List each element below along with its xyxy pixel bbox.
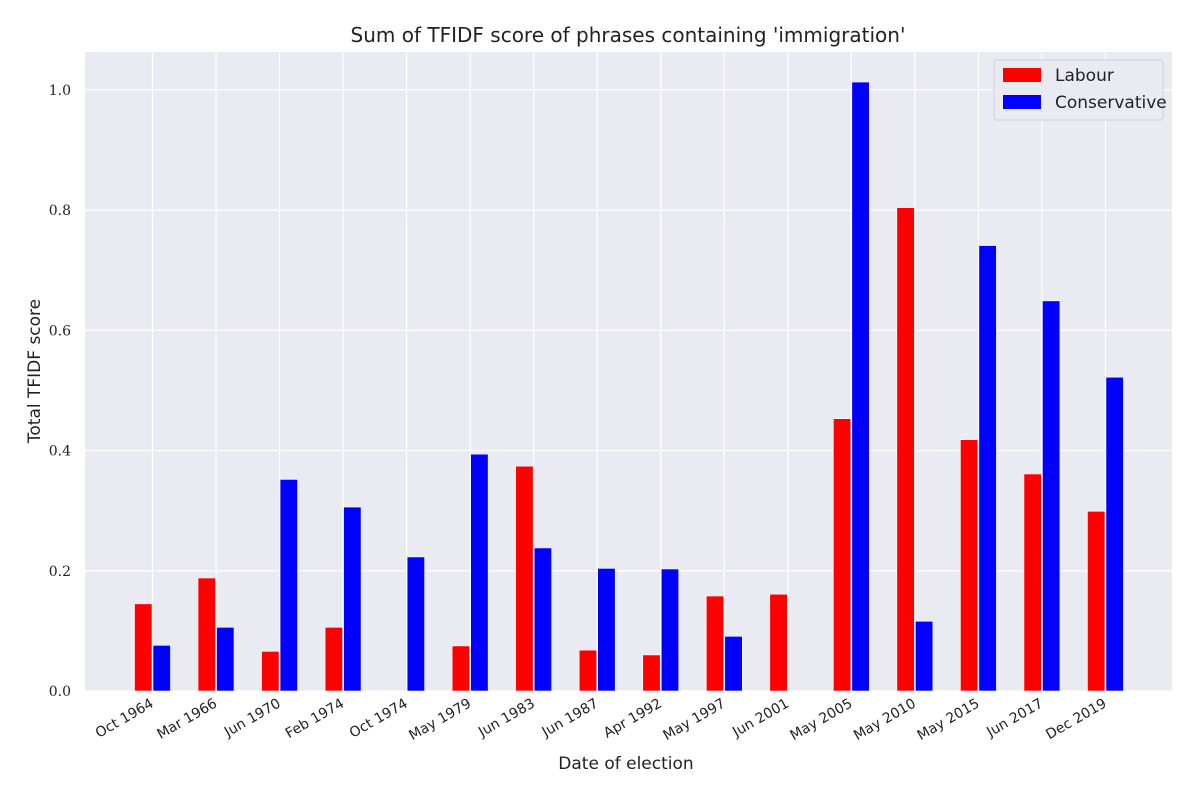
- bar-labour: [642, 654, 661, 692]
- bar-conservative: [279, 479, 298, 692]
- bar-conservative: [597, 568, 616, 692]
- bar-labour: [705, 595, 725, 692]
- bar-conservative: [915, 620, 934, 692]
- bar-labour: [896, 207, 915, 692]
- bar-labour: [197, 577, 216, 692]
- x-tick-label: Dec 2019: [1043, 696, 1109, 743]
- x-tick-label: Jun 2001: [729, 696, 792, 741]
- bar-conservative: [978, 245, 997, 692]
- x-tick-label: Jun 2017: [983, 696, 1046, 741]
- bar-labour: [451, 645, 470, 692]
- y-tick-label: 0.0: [49, 684, 71, 700]
- legend-swatch-conservative: [1003, 95, 1041, 109]
- y-tick-label: 1.0: [49, 83, 71, 99]
- x-tick-label: Mar 1966: [154, 696, 220, 743]
- legend: Labour Conservative: [993, 59, 1167, 121]
- x-tick-label: May 1979: [406, 696, 474, 744]
- x-tick-label: Jun 1970: [221, 696, 284, 741]
- bar-conservative: [724, 635, 743, 692]
- x-tick-label: Oct 1964: [93, 696, 157, 742]
- bar-conservative: [533, 547, 552, 692]
- bar-labour: [134, 603, 153, 692]
- bar-labour: [515, 465, 534, 692]
- bar-conservative: [343, 506, 362, 692]
- legend-label-conservative: Conservative: [1055, 93, 1167, 113]
- bar-conservative: [406, 556, 425, 692]
- bar-labour: [1087, 510, 1106, 692]
- x-tick-label: Apr 1992: [601, 696, 665, 742]
- x-tick-label: Feb 1974: [283, 696, 347, 742]
- bar-conservative: [216, 626, 235, 692]
- plot-area: [85, 52, 1172, 691]
- bar-labour: [1023, 473, 1042, 692]
- bar-conservative: [1105, 376, 1124, 692]
- bar-labour: [261, 651, 280, 692]
- bar-conservative: [1042, 300, 1061, 692]
- bar-labour: [578, 649, 598, 692]
- legend-label-labour: Labour: [1055, 66, 1114, 86]
- x-tick-label: Jun 1987: [539, 696, 602, 741]
- x-tick-label: May 2005: [788, 696, 856, 744]
- bar-conservative: [470, 453, 489, 692]
- legend-swatch-labour: [1003, 68, 1041, 82]
- y-tick-label: 0.6: [49, 323, 71, 339]
- bar-conservative: [851, 81, 870, 692]
- y-axis-label: Total TFIDF score: [25, 299, 45, 444]
- bar-labour: [960, 439, 979, 692]
- x-tick-label: May 2010: [851, 696, 919, 744]
- bar-labour: [769, 593, 788, 692]
- bar-conservative: [660, 568, 680, 692]
- y-tick-label: 0.8: [49, 203, 71, 219]
- y-tick-label: 0.2: [49, 564, 71, 580]
- bar-labour: [324, 626, 343, 692]
- bar-conservative: [152, 645, 171, 692]
- x-tick-label: May 1997: [660, 696, 728, 744]
- y-tick-label: 0.4: [49, 444, 71, 460]
- x-tick-label: May 2015: [915, 696, 983, 744]
- bar-labour: [833, 418, 852, 692]
- chart-title: Sum of TFIDF score of phrases containing…: [351, 23, 906, 47]
- x-axis-label: Date of election: [558, 754, 693, 774]
- x-tick-label: Jun 1983: [475, 696, 538, 741]
- x-tick-label: Oct 1974: [347, 696, 411, 742]
